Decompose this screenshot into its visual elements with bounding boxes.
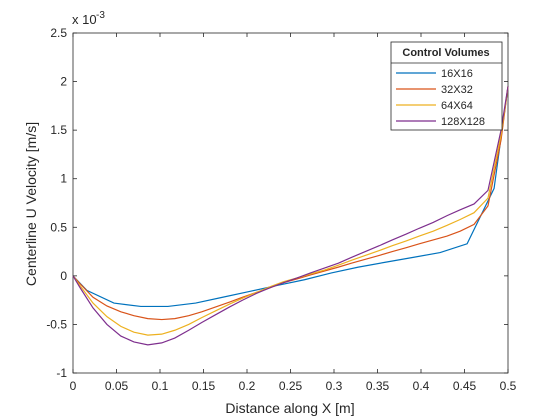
- y-tick-label: 2: [60, 75, 67, 89]
- legend: Control Volumes 16X16 32X32 64X64 128X128: [390, 41, 503, 131]
- legend-entries: 16X16 32X32 64X64 128X128: [396, 68, 485, 128]
- y-tick-label: 1: [60, 172, 67, 186]
- series-line-128x128: [72, 86, 509, 346]
- x-tick-label: 0.4: [413, 379, 430, 393]
- x-tick-label: 0.15: [192, 379, 216, 393]
- legend-entry-label: 64X64: [441, 100, 473, 112]
- x-tick-label: 0.2: [239, 379, 256, 393]
- legend-box: [390, 41, 503, 131]
- series-line-16x16: [72, 86, 509, 308]
- x-axis-label: Distance along X [m]: [225, 400, 354, 416]
- legend-entry-label: 128X128: [441, 116, 485, 128]
- y-tick-label: -1: [56, 366, 67, 380]
- x-tick-label: 0: [70, 379, 77, 393]
- legend-title: Control Volumes: [402, 47, 489, 59]
- y-exponent-power: -3: [96, 10, 105, 21]
- y-tick-label: 2.5: [50, 26, 67, 40]
- x-tick-label: 0.3: [326, 379, 343, 393]
- y-tick-label: -0.5: [46, 317, 67, 331]
- x-tick-label: 0.25: [279, 379, 303, 393]
- y-exponent-label: x 10: [72, 12, 97, 27]
- y-tick-label: 1.5: [50, 123, 67, 137]
- x-tick-label: 0.45: [453, 379, 477, 393]
- legend-entry-label: 32X32: [441, 84, 473, 96]
- y-tick-label: 0: [60, 269, 67, 283]
- y-tick-label: 0.5: [50, 220, 67, 234]
- ticks-layer: 0 0.05 0.1 0.15 0.2 0.25 0.3 0.35 0.4 0.45 0.5 -1 -0…: [46, 26, 516, 393]
- y-axis-label: Centerline U Velocity [m/s]: [23, 122, 39, 286]
- x-tick-label: 0.5: [500, 379, 517, 393]
- legend-entry-label: 16X16: [441, 68, 473, 80]
- x-tick-label: 0.05: [105, 379, 129, 393]
- x-tick-label: 0.35: [366, 379, 390, 393]
- series-layer: [72, 86, 509, 346]
- x-tick-label: 0.1: [152, 379, 169, 393]
